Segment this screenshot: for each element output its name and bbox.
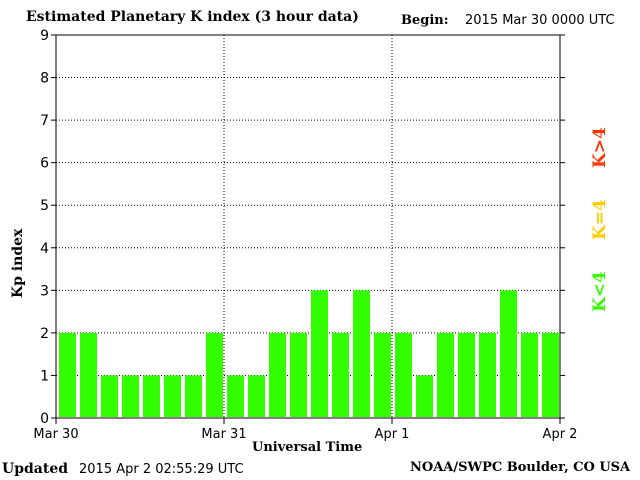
kp-bar bbox=[290, 332, 307, 417]
y-tick-label: 4 bbox=[40, 241, 49, 257]
kp-bar bbox=[311, 290, 328, 417]
kp-bar bbox=[416, 375, 433, 417]
kp-bar bbox=[59, 332, 76, 417]
kp-bar bbox=[500, 290, 517, 417]
kp-bar bbox=[80, 332, 97, 417]
chart-title: Estimated Planetary K index (3 hour data… bbox=[26, 9, 359, 25]
y-tick-label: 3 bbox=[40, 283, 49, 299]
kp-bar bbox=[248, 375, 265, 417]
x-axis-label: Universal Time bbox=[252, 440, 363, 455]
y-tick-label: 5 bbox=[40, 198, 49, 214]
y-axis-label: Kp index bbox=[10, 228, 26, 298]
x-tick-label: Apr 2 bbox=[543, 427, 578, 442]
kp-bar bbox=[185, 375, 202, 417]
kp-bar bbox=[458, 332, 475, 417]
credit: NOAA/SWPC Boulder, CO USA bbox=[410, 460, 631, 475]
kp-bar bbox=[206, 332, 223, 417]
kp-bar bbox=[395, 332, 412, 417]
kp-bar bbox=[542, 332, 559, 417]
kp-bar bbox=[143, 375, 160, 417]
kp-bar bbox=[521, 332, 538, 417]
plot-frame bbox=[55, 34, 561, 419]
y-tick-label: 1 bbox=[40, 368, 49, 384]
x-tick-label: Apr 1 bbox=[375, 427, 410, 442]
y-tick-label: 6 bbox=[40, 156, 49, 172]
kp-bar bbox=[479, 332, 496, 417]
begin-label: Begin: bbox=[401, 13, 449, 28]
kp-bar bbox=[437, 332, 454, 417]
updated-value: 2015 Apr 2 02:55:29 UTC bbox=[79, 462, 244, 477]
y-tick-label: 7 bbox=[40, 113, 49, 129]
kp-bar bbox=[164, 375, 181, 417]
legend-k-above-4: K>4 bbox=[590, 127, 610, 168]
kp-bar bbox=[332, 332, 349, 417]
legend-k-equals-4: K=4 bbox=[590, 199, 610, 240]
y-tick-label: 9 bbox=[40, 28, 49, 44]
kp-bar bbox=[374, 332, 391, 417]
x-tick-label: Mar 31 bbox=[201, 427, 246, 442]
y-tick-label: 8 bbox=[40, 71, 49, 87]
updated-label: Updated bbox=[2, 461, 69, 477]
y-tick-label: 2 bbox=[40, 326, 49, 342]
kp-bar bbox=[227, 375, 244, 417]
x-tick-label: Mar 30 bbox=[33, 427, 78, 442]
legend-k-below-4: K<4 bbox=[590, 271, 610, 312]
begin-value: 2015 Mar 30 0000 UTC bbox=[465, 13, 615, 28]
kp-bar bbox=[101, 375, 118, 417]
kp-bar bbox=[353, 290, 370, 417]
kp-bar bbox=[122, 375, 139, 417]
kp-bar bbox=[269, 332, 286, 417]
y-tick-label: 0 bbox=[40, 411, 49, 427]
